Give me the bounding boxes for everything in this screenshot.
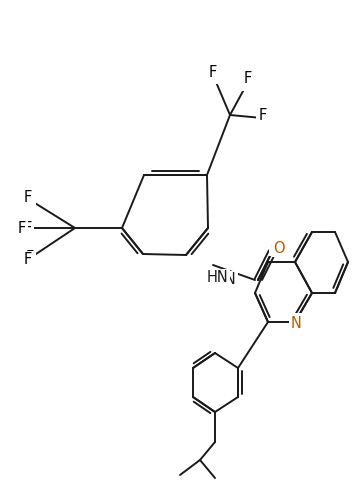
Text: F: F <box>244 71 252 85</box>
Text: N: N <box>290 316 301 330</box>
Text: F: F <box>209 64 217 80</box>
Text: F: F <box>24 252 32 268</box>
Text: O: O <box>273 241 285 255</box>
Text: F: F <box>24 190 32 204</box>
Text: F: F <box>258 110 266 126</box>
Text: F: F <box>244 75 252 89</box>
Text: F: F <box>24 220 32 236</box>
Text: F: F <box>18 220 26 236</box>
Text: F: F <box>209 67 217 82</box>
Text: HN: HN <box>207 271 229 285</box>
Text: F: F <box>26 192 34 208</box>
Text: HN: HN <box>215 273 237 288</box>
Text: F: F <box>259 108 267 122</box>
Text: O: O <box>270 240 282 254</box>
Text: N: N <box>291 315 302 329</box>
Text: F: F <box>26 250 34 266</box>
